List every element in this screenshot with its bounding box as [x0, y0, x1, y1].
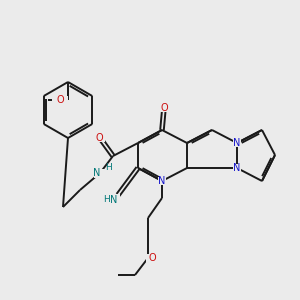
Text: N: N	[158, 176, 166, 186]
Text: H: H	[105, 164, 111, 172]
Bar	[95, 134, 105, 142]
Bar	[94, 169, 112, 178]
Bar	[233, 139, 241, 147]
Text: H: H	[103, 196, 110, 205]
Text: O: O	[56, 95, 64, 105]
Bar	[146, 254, 158, 262]
Bar	[233, 164, 241, 172]
Text: O: O	[160, 103, 168, 113]
Bar	[159, 104, 169, 112]
Text: O: O	[148, 253, 156, 263]
Bar	[158, 177, 166, 185]
Text: N: N	[110, 195, 118, 205]
Bar	[100, 194, 120, 202]
Text: O: O	[95, 133, 103, 143]
Text: N: N	[93, 168, 100, 178]
Bar	[52, 95, 68, 104]
Text: N: N	[233, 163, 241, 173]
Text: N: N	[233, 138, 241, 148]
